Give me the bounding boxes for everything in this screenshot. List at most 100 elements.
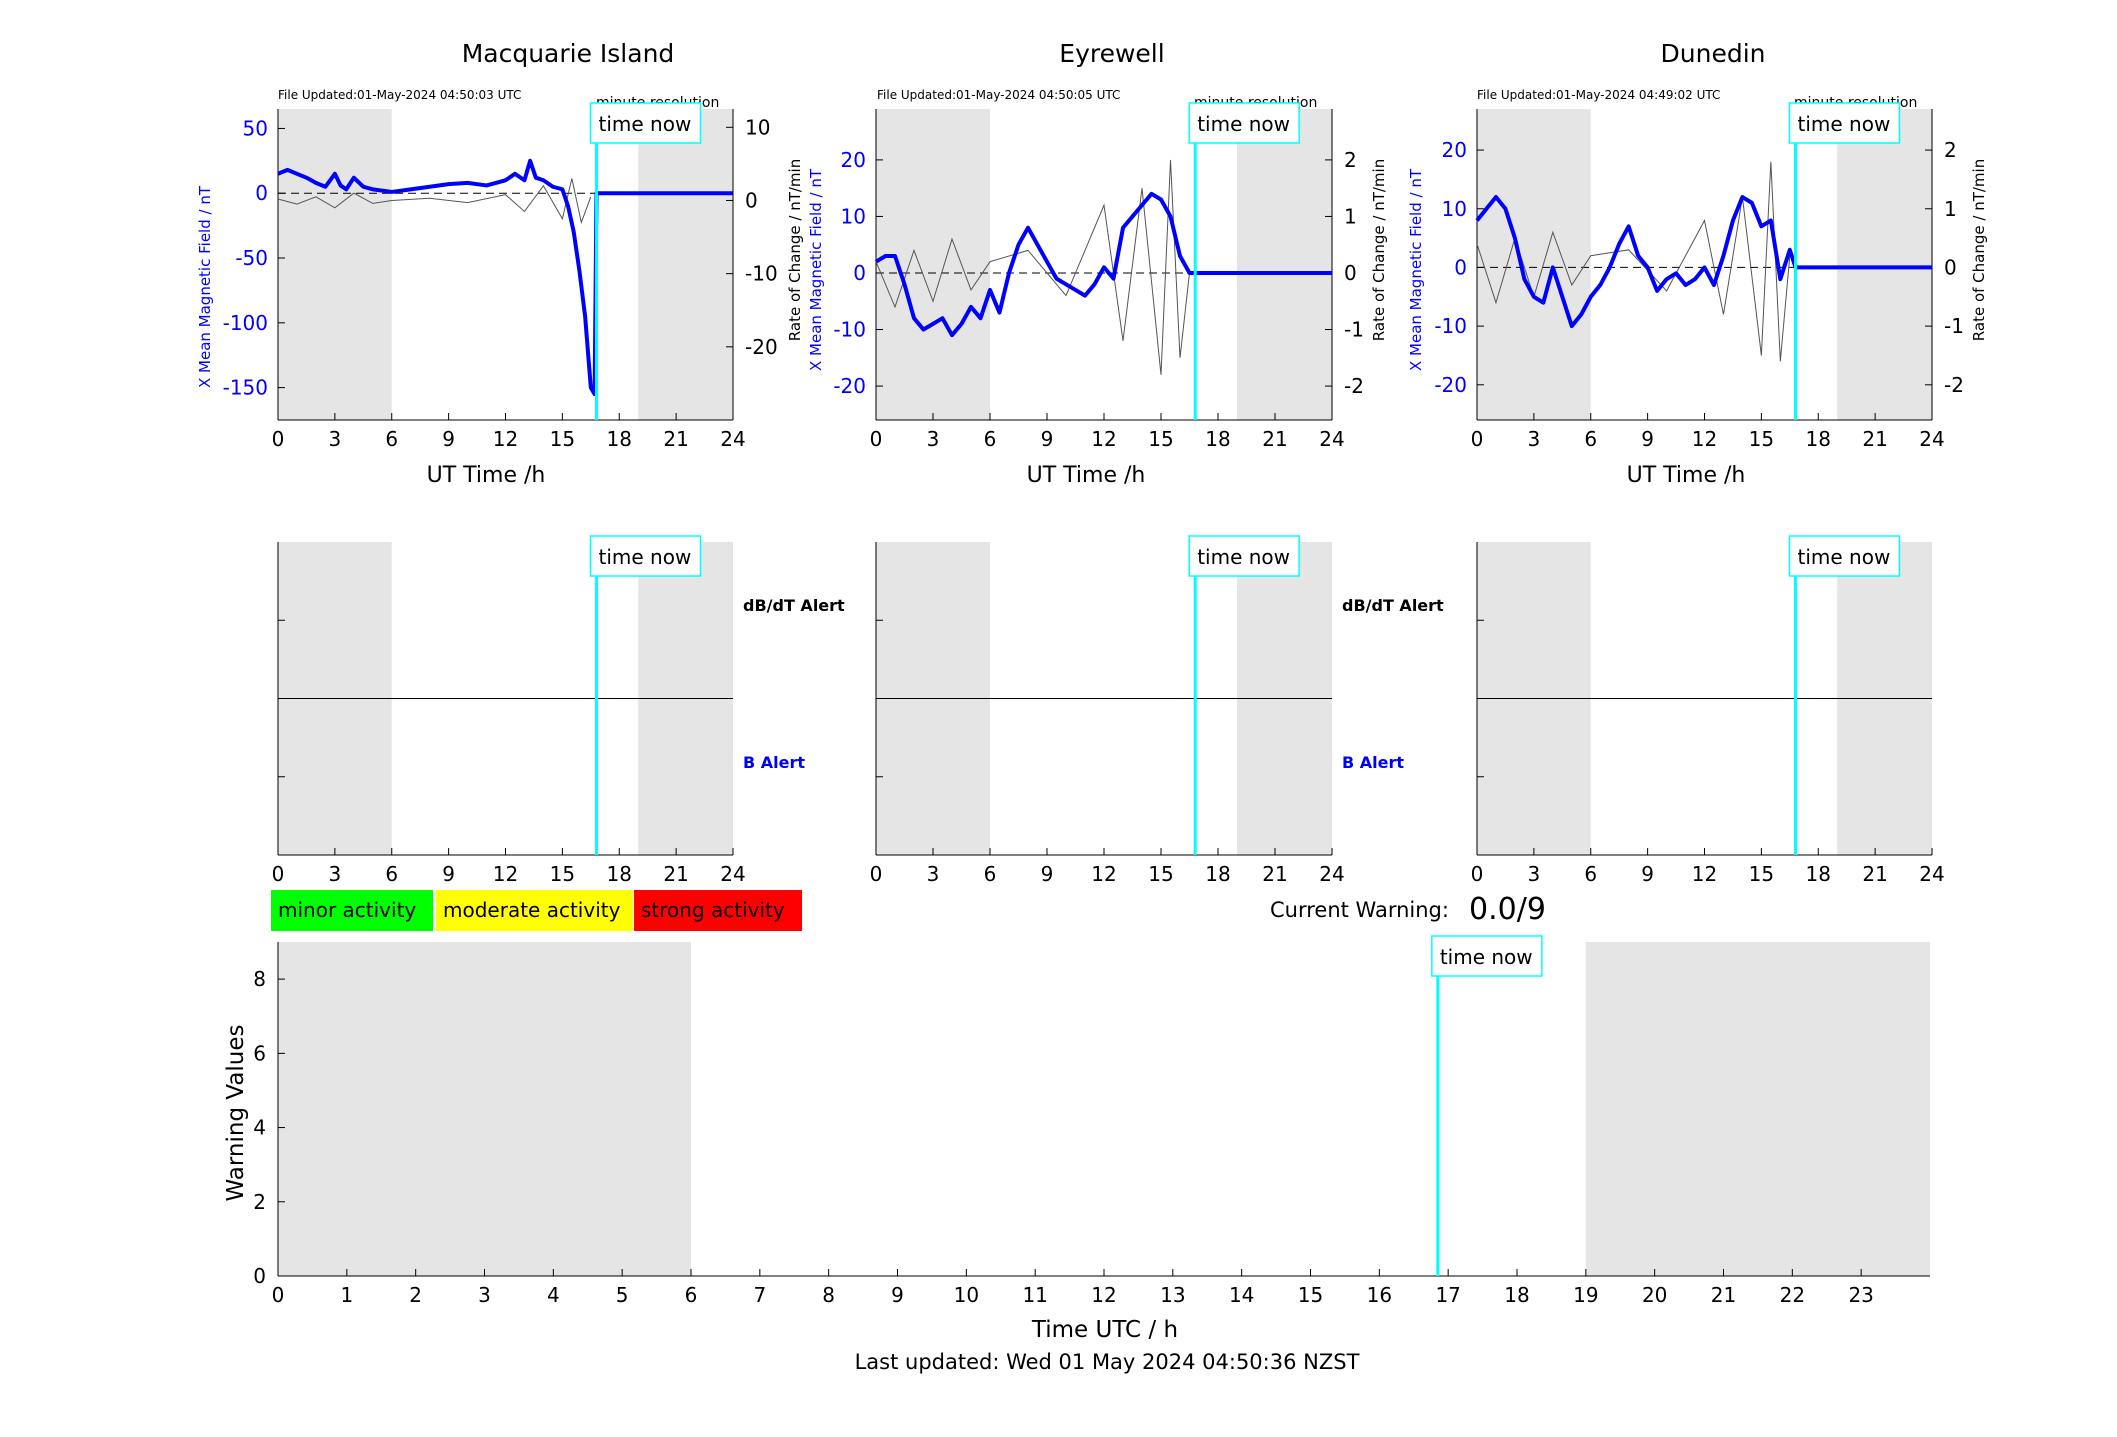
- bottom-x-tick-label: 9: [891, 1283, 904, 1307]
- bottom-x-tick-label: 10: [954, 1283, 979, 1307]
- bottom-x-tick-label: 21: [1711, 1283, 1736, 1307]
- bottom-x-tick-label: 16: [1367, 1283, 1392, 1307]
- bottom-x-tick-label: 7: [753, 1283, 766, 1307]
- bottom-x-tick-label: 20: [1642, 1283, 1667, 1307]
- bottom-x-tick-label: 3: [478, 1283, 491, 1307]
- b-alert-label-macquarie: B Alert: [743, 753, 805, 772]
- top-1-x-tick-label: 0: [870, 427, 883, 451]
- top-ylabel-right-dunedin: Rate of Change / nT/min: [1970, 159, 1988, 341]
- current-warning-label: Current Warning:: [1270, 898, 1449, 922]
- b-alert-label-eyrewell: B Alert: [1342, 753, 1404, 772]
- top-2-time-now-label: time now: [1798, 112, 1891, 136]
- top-1-y-tick-label-right: -2: [1344, 374, 1364, 398]
- mid-2-x-tick-label: 18: [1806, 862, 1831, 886]
- bottom-x-tick-label: 0: [272, 1283, 285, 1307]
- top-2-y-tick-label-left: 10: [1442, 197, 1467, 221]
- bottom-x-tick-label: 6: [685, 1283, 698, 1307]
- mid-1-x-tick-label: 18: [1205, 862, 1230, 886]
- top-0-y-tick-label-left: 0: [255, 181, 268, 205]
- mid-1-x-tick-label: 21: [1262, 862, 1287, 886]
- bottom-y-tick-label: 6: [253, 1041, 266, 1065]
- mid-2-x-tick-label: 3: [1528, 862, 1541, 886]
- top-1-y-tick-label-left: 0: [853, 261, 866, 285]
- top-0-y-tick-label-right: 0: [745, 188, 758, 212]
- top-1-time-now-label: time now: [1197, 112, 1290, 136]
- top-2-y-tick-label-right: -2: [1944, 373, 1964, 397]
- top-2-y-tick-label-left: -20: [1434, 373, 1467, 397]
- mid-1-x-tick-label: 3: [927, 862, 940, 886]
- top-2-x-tick-label: 18: [1806, 427, 1831, 451]
- top-0-x-tick-label: 0: [272, 427, 285, 451]
- top-1-x-tick-label: 24: [1319, 427, 1344, 451]
- bottom-x-tick-label: 17: [1435, 1283, 1460, 1307]
- bottom-ylabel: Warning Values: [223, 1024, 249, 1201]
- top-2-time-now-box: [1788, 102, 1901, 144]
- top-2-x-tick-label: 15: [1749, 427, 1774, 451]
- top-2-field-series: [1475, 195, 1932, 329]
- top-xlabel-eyrewell: UT Time /h: [1027, 463, 1146, 488]
- legend-minor-swatch: [271, 890, 433, 931]
- footer-last-updated: Last updated: Wed 01 May 2024 04:50:36 N…: [855, 1350, 1360, 1374]
- bottom-x-tick-label: 12: [1091, 1283, 1116, 1307]
- mid-0-x-tick-label: 24: [720, 862, 745, 886]
- mid-0-time-now-label: time now: [599, 545, 692, 569]
- bottom-time-now-label: time now: [1440, 945, 1533, 969]
- legend-strong-label: strong activity: [641, 898, 785, 922]
- bottom-y-tick-label: 2: [253, 1190, 266, 1214]
- top-0-y-tick-label-left: 50: [243, 116, 268, 140]
- top-1-night-shading-0: [876, 109, 990, 420]
- mid-1-x-tick-label: 6: [984, 862, 997, 886]
- mid-2-time-now-box: [1788, 535, 1901, 577]
- bottom-y-tick-label: 0: [253, 1264, 266, 1288]
- bottom-x-tick-label: 23: [1848, 1283, 1873, 1307]
- mid-1-x-tick-label: 24: [1319, 862, 1344, 886]
- top-2-y-tick-label-right: 2: [1944, 138, 1957, 162]
- top-0-y-tick-label-right: -20: [745, 335, 778, 359]
- file-updated-eyrewell: File Updated:01-May-2024 04:50:05 UTC: [877, 88, 1120, 102]
- bottom-x-tick-label: 18: [1504, 1283, 1529, 1307]
- mid-0-x-tick-label: 3: [329, 862, 342, 886]
- top-1-night-shading-1: [1237, 109, 1332, 420]
- bottom-y-tick-label: 8: [253, 967, 266, 991]
- top-0-field-series: [277, 158, 733, 397]
- top-0-y-tick-label-left: -150: [223, 376, 268, 400]
- top-xlabel-macquarie: UT Time /h: [427, 463, 546, 488]
- bottom-night-shading-1: [1585, 942, 1930, 1276]
- mid-1-x-tick-label: 12: [1091, 862, 1116, 886]
- top-1-y-tick-label-right: 2: [1344, 148, 1357, 172]
- top-1-x-tick-label: 15: [1148, 427, 1173, 451]
- top-0-x-tick-label: 3: [329, 427, 342, 451]
- file-updated-dunedin: File Updated:01-May-2024 04:49:02 UTC: [1477, 88, 1720, 102]
- top-ylabel-left-eyrewell: X Mean Magnetic Field / nT: [807, 168, 825, 371]
- mid-1-time-now-box: [1188, 535, 1300, 577]
- mid-2-time-now-label: time now: [1798, 545, 1891, 569]
- top-2-night-shading-0: [1477, 109, 1591, 420]
- top-ylabel-right-macquarie: Rate of Change / nT/min: [786, 159, 804, 341]
- top-1-x-tick-label: 12: [1091, 427, 1116, 451]
- bottom-x-tick-label: 19: [1573, 1283, 1598, 1307]
- top-1-time-now-box: [1188, 102, 1300, 144]
- legend-moderate-label: moderate activity: [443, 898, 621, 922]
- station-title-eyrewell: Eyrewell: [1059, 39, 1164, 68]
- bottom-x-tick-label: 2: [409, 1283, 422, 1307]
- top-2-x-tick-label: 24: [1919, 427, 1944, 451]
- mid-0-time-now-box: [589, 535, 702, 577]
- top-2-y-tick-label-right: 1: [1944, 197, 1957, 221]
- mid-0-x-tick-label: 9: [442, 862, 455, 886]
- top-2-x-tick-label: 0: [1471, 427, 1484, 451]
- dbdt-alert-label-eyrewell: dB/dT Alert: [1342, 596, 1444, 615]
- top-ylabel-right-eyrewell: Rate of Change / nT/min: [1370, 159, 1388, 341]
- mid-2-x-tick-label: 21: [1862, 862, 1887, 886]
- top-0-x-tick-label: 15: [550, 427, 575, 451]
- current-warning-value: 0.0/9: [1469, 892, 1546, 927]
- bottom-xlabel: Time UTC / h: [1031, 1317, 1178, 1343]
- mid-2-x-tick-label: 12: [1692, 862, 1717, 886]
- top-0-y-tick-label-right: 10: [745, 115, 770, 139]
- top-2-y-tick-label-right: -1: [1944, 314, 1964, 338]
- top-2-x-tick-label: 3: [1528, 427, 1541, 451]
- top-1-y-tick-label-left: -20: [833, 374, 866, 398]
- bottom-x-tick-label: 8: [822, 1283, 835, 1307]
- bottom-x-tick-label: 11: [1022, 1283, 1047, 1307]
- top-2-night-shading-1: [1837, 109, 1932, 420]
